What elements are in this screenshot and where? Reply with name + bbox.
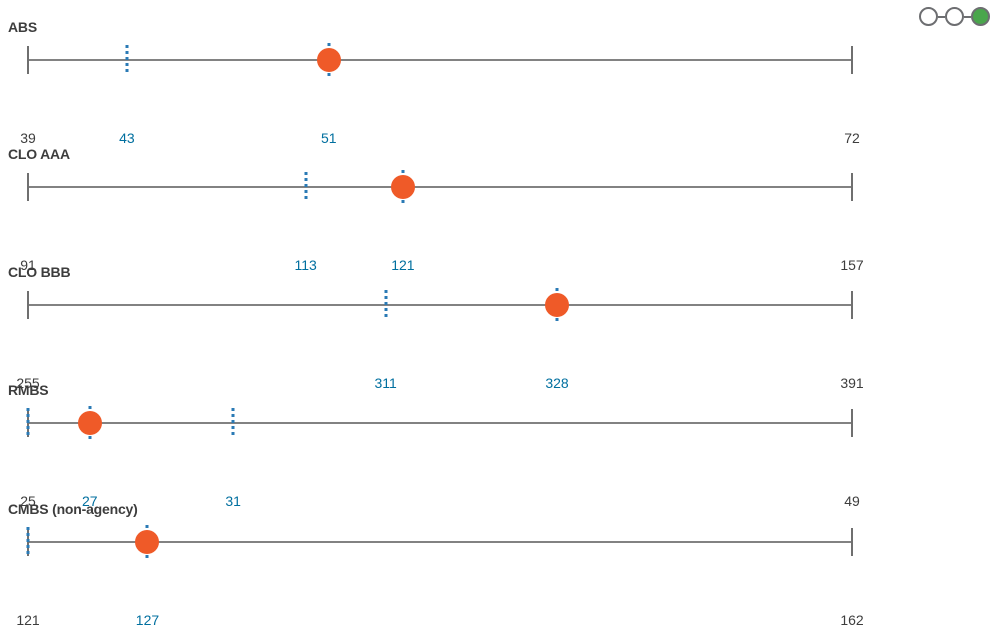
current-value-dot	[316, 48, 341, 72]
min-value-label: 39	[20, 130, 36, 146]
min-value-label: 121	[16, 612, 40, 628]
current-value-label: 127	[135, 612, 160, 628]
range-line	[28, 541, 852, 543]
reference-marker-dashed	[26, 527, 30, 557]
min-value-label: 255	[16, 375, 40, 391]
reference-marker-dashed	[304, 172, 308, 202]
current-value-label: 51	[320, 130, 337, 146]
range-row-abs: ABS 39 43 51 72	[0, 0, 1000, 146]
max-value-label: 162	[840, 612, 864, 628]
max-value-label: 157	[840, 257, 864, 273]
reference-marker-dashed	[231, 408, 235, 438]
reference-value-label: 113	[294, 257, 317, 273]
range-row-clo-bbb: CLO BBB 255 311 328 391	[0, 245, 1000, 391]
current-value-label: 27	[82, 493, 98, 509]
range-track: 25 27 31 49	[20, 401, 860, 509]
min-tick	[27, 46, 29, 74]
reference-marker-dashed	[26, 408, 30, 438]
min-tick	[27, 291, 29, 319]
stepper-dot-1[interactable]	[919, 7, 938, 26]
reference-value-label: 31	[225, 493, 241, 509]
current-value-label: 121	[391, 257, 415, 273]
max-tick	[851, 173, 853, 201]
min-value-label: 25	[20, 493, 36, 509]
range-track: 39 43 51 72	[20, 38, 860, 146]
min-value-label: 91	[20, 257, 36, 273]
stepper-dot-2[interactable]	[945, 7, 964, 26]
max-value-label: 49	[844, 493, 860, 509]
max-value-label: 72	[844, 130, 860, 146]
max-tick	[851, 528, 853, 556]
current-value-dot	[77, 411, 102, 435]
row-label: CMBS (non-agency)	[8, 501, 138, 517]
max-tick	[851, 46, 853, 74]
current-value-dot	[545, 293, 569, 317]
max-tick	[851, 409, 853, 437]
row-label: CLO AAA	[8, 146, 70, 162]
range-track: 91 113 121 157	[20, 165, 864, 273]
current-value-label: 328	[545, 375, 569, 391]
reference-value-label: 43	[119, 130, 135, 146]
min-tick	[27, 173, 29, 201]
range-row-clo-aaa: CLO AAA 91 113 121 157	[0, 127, 1000, 273]
reference-marker-dashed	[125, 45, 129, 75]
range-line	[28, 422, 852, 424]
range-line	[28, 59, 852, 61]
range-row-cmbs-non-agency: CMBS (non-agency) 121 127 162	[0, 482, 1000, 628]
range-row-rmbs: RMBS 25 27 31 49	[0, 363, 1000, 509]
current-value-dot	[390, 175, 415, 199]
max-tick	[851, 291, 853, 319]
range-track: 121 127 162	[16, 520, 864, 628]
reference-marker-dashed	[384, 290, 388, 320]
carousel-stepper	[919, 7, 990, 26]
row-label: ABS	[8, 19, 37, 35]
row-label: CLO BBB	[8, 264, 71, 280]
stepper-connector	[964, 15, 971, 18]
range-line	[28, 304, 852, 306]
max-value-label: 391	[840, 375, 864, 391]
row-label: RMBS	[8, 382, 49, 398]
reference-value-label: 311	[374, 375, 397, 391]
current-value-dot	[135, 530, 160, 554]
range-track: 255 311 328 391	[16, 283, 864, 391]
stepper-dot-3-active[interactable]	[971, 7, 990, 26]
range-line	[28, 186, 852, 188]
stepper-connector	[938, 15, 945, 18]
